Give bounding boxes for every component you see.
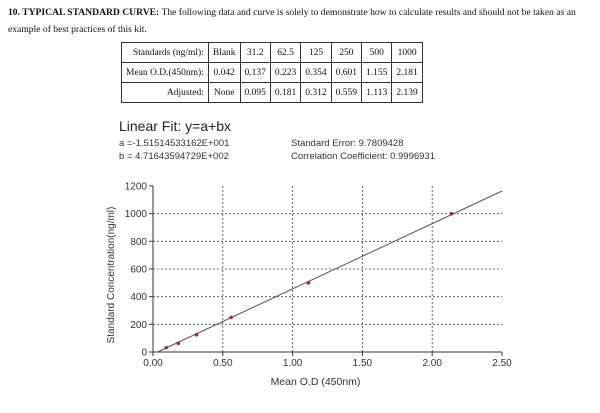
tick-labels: 0.00 0.50 1.00 1.50 2.00 2.50 0 200 400 600 800 100…: [125, 182, 512, 370]
fit-title: Linear Fit: y=a+bx: [119, 118, 232, 134]
fit-line: [157, 190, 503, 353]
data-points: [164, 211, 454, 350]
y-tick-label: 600: [130, 265, 147, 276]
grid-layer: [153, 186, 502, 352]
data-point: [229, 315, 233, 320]
x-tick-label: 2.00: [422, 358, 442, 369]
data-point: [176, 341, 181, 346]
intro-body: The following data and curve is solely t…: [8, 7, 576, 35]
standards-table: Standards (ng/ml): Blank 31.2 62.5 125 2…: [121, 42, 423, 103]
intro-heading: 10. TYPICAL STANDARD CURVE:: [8, 7, 160, 18]
y-tick-label: 400: [130, 292, 147, 303]
x-tick-label: 0.00: [143, 358, 163, 369]
y-axis-label: Standard Concentration(ng/ml): [106, 207, 117, 344]
y-tick-label: 1200: [125, 182, 148, 193]
axis-layer: [149, 185, 503, 356]
x-tick-label: 1.00: [283, 358, 303, 369]
data-point: [164, 345, 169, 350]
data-point: [306, 281, 311, 285]
data-point: [449, 211, 454, 216]
y-tick-label: 1000: [125, 209, 148, 220]
intro-paragraph: 10. TYPICAL STANDARD CURVE: The followin…: [8, 4, 596, 38]
y-tick-label: 0: [141, 348, 147, 359]
fit-line-layer: [157, 190, 503, 353]
x-axis-label: Mean O.D (450nm): [271, 376, 361, 388]
table-row: Mean O.D.(450nm): 0.042 0.137 0.223 0.35…: [121, 62, 423, 83]
y-tick-label: 800: [130, 237, 147, 248]
data-point: [194, 332, 199, 337]
x-tick-label: 0.50: [213, 358, 233, 369]
fit-param-b: b = 4.71643594729E+002: [119, 151, 229, 162]
table-cell: 0.559: [330, 82, 363, 103]
table-cell: 2.139: [391, 82, 423, 103]
x-tick-label: 2.50: [492, 358, 512, 369]
fit-param-a: a =-1.51514533162E+001: [119, 138, 230, 149]
table-row: Adjusted: None 0.095 0.181 0.312 0.559 1…: [121, 82, 423, 103]
row-label: Adjusted:: [121, 82, 209, 103]
fit-standard-error: Standard Error: 9.7809428: [291, 138, 404, 149]
x-tick-label: 1.50: [353, 358, 373, 369]
y-tick-label: 200: [130, 320, 147, 331]
fit-correlation: Correlation Coefficient: 0.9996931: [291, 151, 436, 162]
